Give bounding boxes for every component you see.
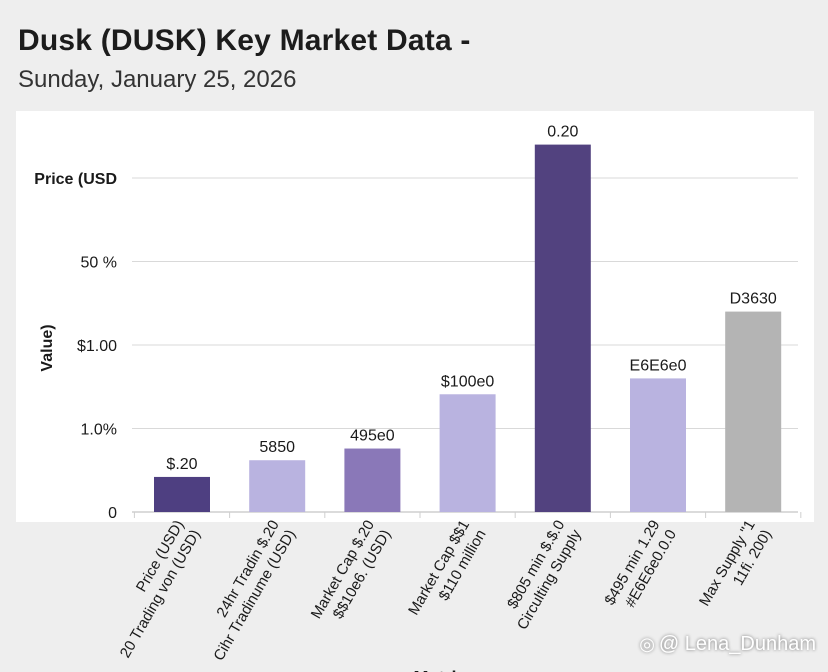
bar (534, 144, 591, 512)
bar (154, 476, 210, 512)
bar-value-label: $.20 (166, 456, 197, 473)
y-tick-label: 0 (108, 505, 117, 522)
x-tick-label: Price (USD)20 Trading von (USD) (117, 517, 204, 661)
x-tick-label: Market Cap $$1$110 million (405, 517, 490, 618)
y-tick-label: 1.0% (81, 422, 117, 439)
watermark: ◎ @ Lena_Dunham (639, 633, 816, 656)
bar-value-label: 0.20 (547, 124, 578, 141)
chart-subtitle: Sunday, January 25, 2026 (18, 66, 297, 93)
x-tick-label: $495 min 1.29#E6E6e0.0.0 (601, 517, 680, 610)
bar-value-label: D3630 (730, 291, 777, 308)
bar (344, 448, 401, 512)
bar-value-label: $100e0 (441, 373, 494, 390)
watermark-text: @ Lena_Dunham (658, 633, 816, 655)
bar-value-label: E6E6e0 (630, 357, 687, 374)
chart-title: Dusk (DUSK) Key Market Data - (18, 24, 471, 57)
bar (630, 378, 686, 512)
y-tick-label: 50 % (81, 255, 117, 272)
y-tick-label: Price (USD (34, 171, 117, 188)
y-axis-label: Value) (39, 324, 56, 371)
x-tick-label: Market Cap $.20$$10e6. (USD) (308, 517, 395, 622)
weibo-icon: ◎ (639, 634, 655, 654)
bar (249, 460, 306, 512)
bar-value-label: 5850 (259, 439, 295, 456)
y-tick-label: $1.00 (77, 338, 117, 355)
bar-value-label: 495e0 (350, 428, 395, 445)
bar (439, 394, 496, 512)
bar (725, 311, 782, 512)
x-axis-label: Metric (413, 668, 466, 672)
